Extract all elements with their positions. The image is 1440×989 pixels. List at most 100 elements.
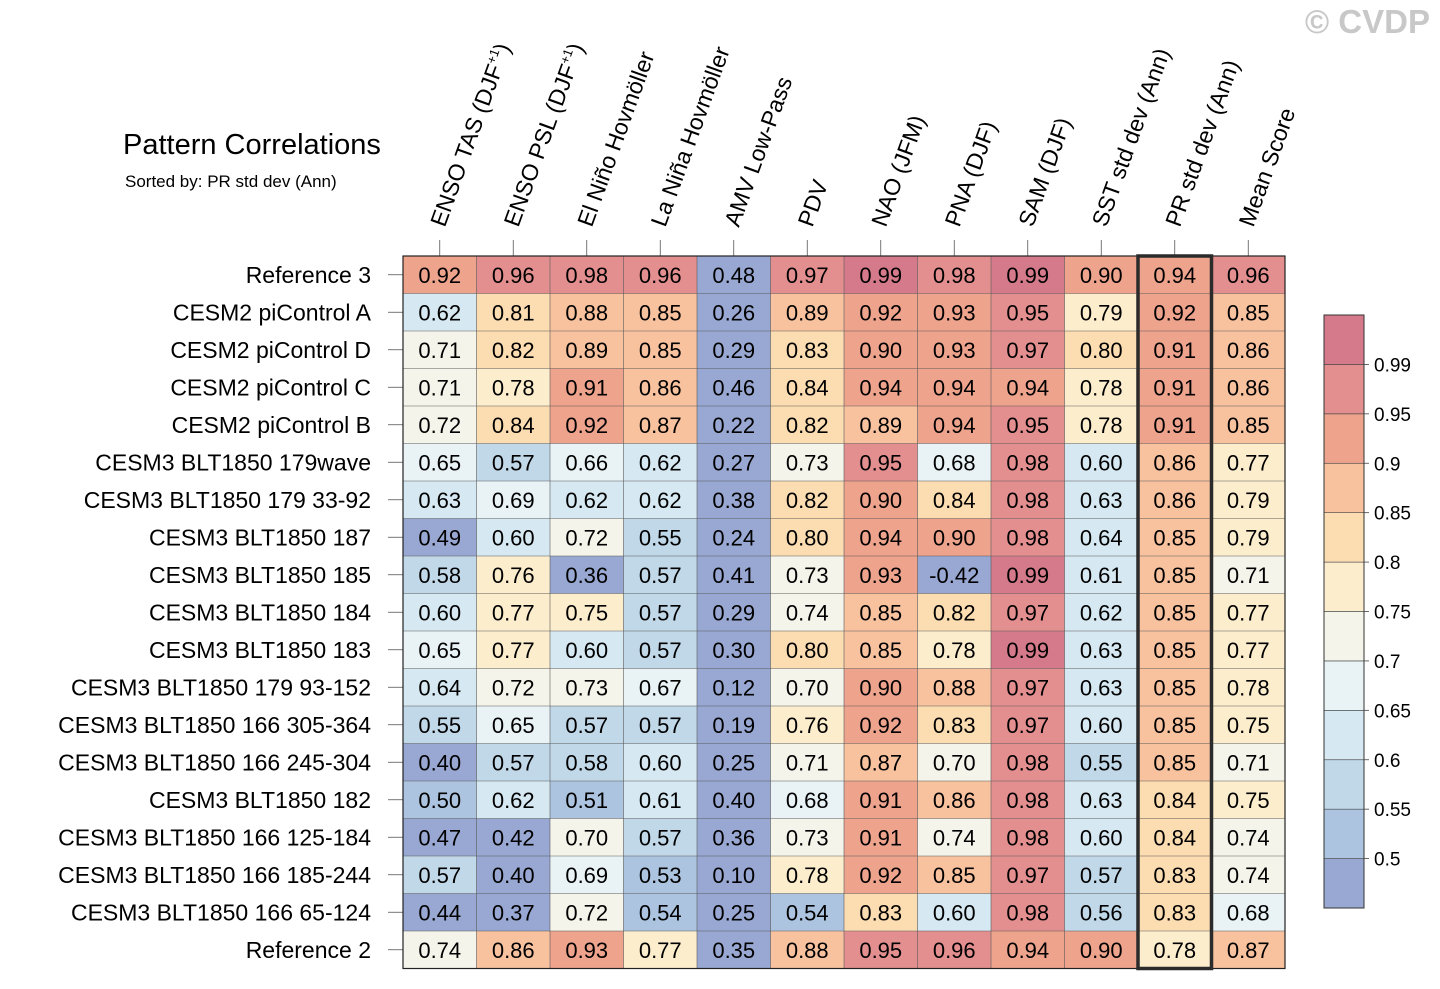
- cell-value: 0.95: [859, 938, 902, 963]
- heatmap-cell: [917, 443, 991, 481]
- cell-value: 0.61: [639, 788, 682, 813]
- cell-value: 0.84: [933, 488, 976, 513]
- row-label: CESM3 BLT1850 166 65-124: [71, 899, 371, 925]
- heatmap-cell: [550, 481, 624, 519]
- heatmap-cell: [917, 331, 991, 369]
- colorbar-label: 0.5: [1374, 850, 1400, 871]
- cell-value: 0.58: [565, 750, 608, 775]
- cell-value: 0.48: [712, 263, 755, 288]
- heatmap-cell: [1138, 556, 1212, 594]
- column-header: SST std dev (Ann): [1087, 45, 1176, 230]
- heatmap-cell: [623, 856, 697, 894]
- heatmap-cell: [991, 368, 1065, 406]
- cell-value: 0.97: [1006, 600, 1049, 625]
- heatmap-cell: [1064, 443, 1138, 481]
- heatmap-cell: [1138, 293, 1212, 331]
- cell-value: 0.93: [933, 338, 976, 363]
- column-header: PNA (DJF): [940, 118, 1002, 230]
- heatmap-cell: [476, 293, 550, 331]
- row-label: CESM2 piControl D: [170, 337, 371, 363]
- colorbar-swatch: [1323, 858, 1365, 909]
- heatmap-cell: [1138, 931, 1212, 969]
- cell-value: 0.90: [859, 338, 902, 363]
- heatmap-cell: [697, 631, 771, 669]
- cell-value: 0.98: [1006, 825, 1049, 850]
- colorbar-swatch: [1323, 462, 1365, 513]
- cell-value: 0.78: [1153, 938, 1196, 963]
- heatmap-cell: [550, 406, 624, 444]
- colorbar-label: 0.8: [1374, 553, 1400, 574]
- heatmap-cell: [844, 556, 918, 594]
- cell-value: 0.72: [418, 413, 461, 438]
- colorbar-label: 0.7: [1374, 652, 1400, 673]
- heatmap-cell: [1211, 593, 1285, 631]
- cell-value: 0.92: [1153, 300, 1196, 325]
- cell-value: 0.29: [712, 338, 755, 363]
- heatmap-cell: [1211, 893, 1285, 931]
- heatmap-cell: [844, 931, 918, 969]
- column-header-text: ENSO PSL (DJF: [499, 61, 582, 230]
- cell-value: 0.86: [639, 375, 682, 400]
- heatmap-cell: [844, 443, 918, 481]
- heatmap-cell: [991, 893, 1065, 931]
- heatmap-cell: [550, 256, 624, 294]
- cell-value: 0.94: [1006, 375, 1049, 400]
- heatmap-cell: [403, 518, 477, 556]
- heatmap-cell: [476, 331, 550, 369]
- cell-value: 0.83: [1153, 900, 1196, 925]
- heatmap-cell: [1211, 631, 1285, 669]
- cell-value: 0.99: [1006, 638, 1049, 663]
- heatmap-cell: [550, 293, 624, 331]
- cell-value: 0.80: [786, 638, 829, 663]
- colorbar-swatch: [1323, 364, 1365, 415]
- cell-value: 0.71: [418, 338, 461, 363]
- heatmap-cell: [844, 743, 918, 781]
- cell-value: 0.74: [1227, 825, 1270, 850]
- cell-value: 0.62: [639, 450, 682, 475]
- cell-value: 0.30: [712, 638, 755, 663]
- cell-value: 0.77: [1227, 450, 1270, 475]
- cell-value: 0.77: [639, 938, 682, 963]
- heatmap-cell: [697, 293, 771, 331]
- row-label: CESM3 BLT1850 184: [149, 599, 371, 625]
- heatmap-cell: [1211, 668, 1285, 706]
- heatmap-cell: [550, 331, 624, 369]
- heatmap-cell: [623, 406, 697, 444]
- column-header-text: AMV Low-Pass: [719, 73, 797, 230]
- cell-value: 0.57: [492, 450, 535, 475]
- heatmap-cell: [1064, 856, 1138, 894]
- column-header-text: PR std dev (Ann): [1160, 56, 1244, 229]
- colorbar-swatch: [1323, 561, 1365, 612]
- cell-value: 0.98: [1006, 788, 1049, 813]
- row-label: CESM2 piControl A: [173, 299, 372, 325]
- row-label: Reference 2: [246, 937, 371, 963]
- cell-value: 0.78: [492, 375, 535, 400]
- heatmap-cell: [1138, 818, 1212, 856]
- cell-value: 0.99: [1006, 263, 1049, 288]
- heatmap-cell: [917, 631, 991, 669]
- heatmap-cell: [623, 368, 697, 406]
- heatmap-cell: [476, 593, 550, 631]
- cell-value: 0.83: [933, 713, 976, 738]
- heatmap-cell: [623, 293, 697, 331]
- cell-value: 0.55: [1080, 750, 1123, 775]
- cell-value: 0.86: [1227, 375, 1270, 400]
- heatmap-cell: [623, 256, 697, 294]
- cell-value: 0.57: [492, 750, 535, 775]
- cell-value: 0.72: [565, 900, 608, 925]
- row-labels: Reference 3 CESM2 piControl A CESM2 piCont…: [58, 262, 403, 963]
- heatmap-cell: [844, 893, 918, 931]
- cell-value: 0.98: [933, 263, 976, 288]
- colorbar-swatch: [1323, 314, 1365, 365]
- chart-title: Pattern Correlations: [123, 129, 381, 161]
- heatmap-cell: [1138, 331, 1212, 369]
- cell-value: 0.98: [565, 263, 608, 288]
- cell-value: 0.94: [859, 375, 902, 400]
- column-header: NAO (JFM): [866, 112, 930, 230]
- cell-value: 0.91: [859, 825, 902, 850]
- heatmap-cell: [476, 931, 550, 969]
- heatmap-cell: [770, 931, 844, 969]
- cell-value: 0.78: [786, 863, 829, 888]
- cell-value: 0.38: [712, 488, 755, 513]
- heatmap-cell: [476, 556, 550, 594]
